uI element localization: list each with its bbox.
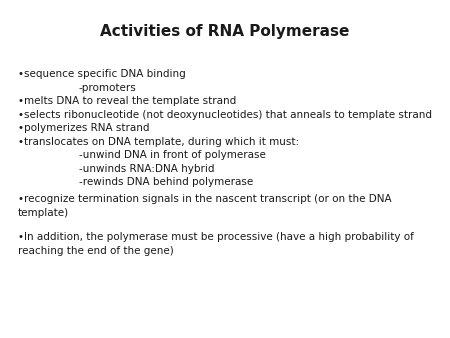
Text: •selects ribonucleotide (not deoxynucleotides) that anneals to template strand: •selects ribonucleotide (not deoxynucleo… (18, 110, 432, 120)
Text: Activities of RNA Polymerase: Activities of RNA Polymerase (100, 24, 350, 39)
Text: -unwinds RNA:DNA hybrid: -unwinds RNA:DNA hybrid (79, 164, 214, 174)
Text: •sequence specific DNA binding: •sequence specific DNA binding (18, 69, 186, 79)
Text: •polymerizes RNA strand: •polymerizes RNA strand (18, 123, 149, 134)
Text: -rewinds DNA behind polymerase: -rewinds DNA behind polymerase (79, 177, 253, 188)
Text: •melts DNA to reveal the template strand: •melts DNA to reveal the template strand (18, 96, 236, 106)
Text: •recognize termination signals in the nascent transcript (or on the DNA
template: •recognize termination signals in the na… (18, 194, 392, 218)
Text: •In addition, the polymerase must be processive (have a high probability of
reac: •In addition, the polymerase must be pro… (18, 232, 414, 256)
Text: -unwind DNA in front of polymerase: -unwind DNA in front of polymerase (79, 150, 266, 161)
Text: •translocates on DNA template, during which it must:: •translocates on DNA template, during wh… (18, 137, 299, 147)
Text: -promoters: -promoters (79, 83, 136, 93)
